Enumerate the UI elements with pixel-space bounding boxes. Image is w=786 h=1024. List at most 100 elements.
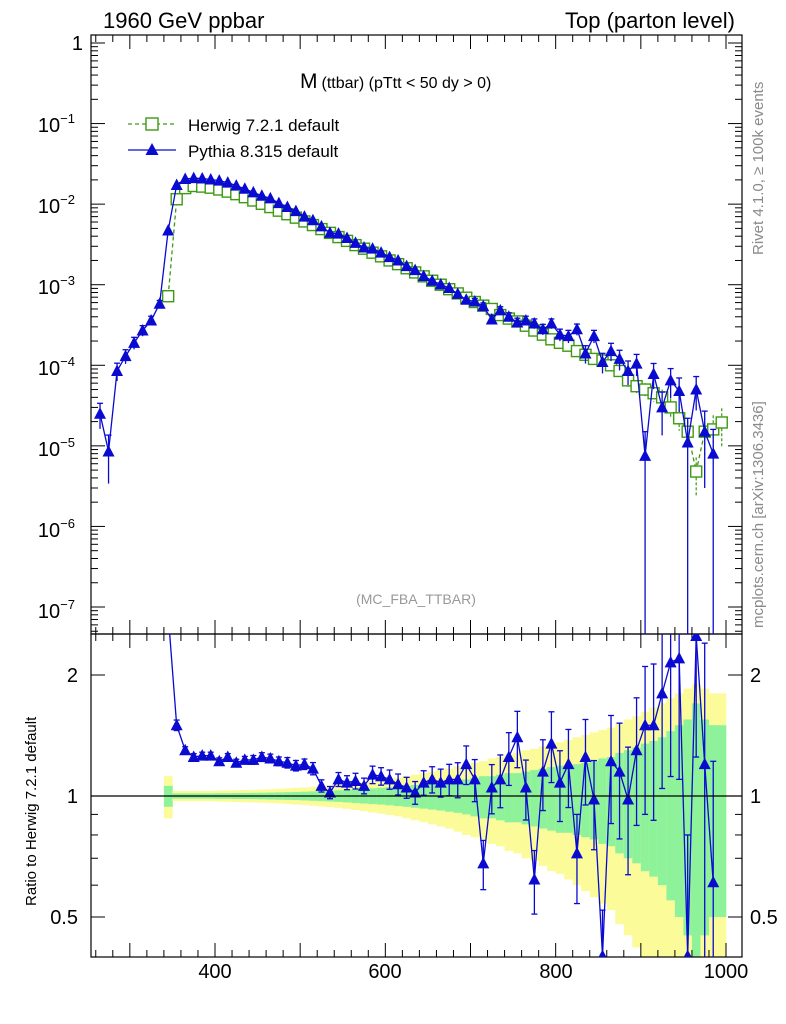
plot-title: M (ttbar) (pTtt < 50 dy > 0)	[300, 70, 491, 93]
pythia-point	[102, 445, 115, 457]
pythia-point	[383, 250, 396, 263]
ratio-point	[170, 718, 183, 731]
ratio-point	[392, 777, 405, 790]
pythia-point	[434, 277, 447, 290]
ratio-point	[375, 769, 388, 782]
main-axis-ticks	[91, 35, 742, 634]
pythia-point	[392, 253, 405, 266]
ratio-ytick-left-1: 1	[67, 786, 78, 808]
pythia-point	[494, 303, 507, 316]
band-inner-bin	[530, 770, 539, 827]
ratio-point	[477, 856, 490, 869]
band-inner-bin	[674, 725, 684, 917]
header-left-label: 1960 GeV ppbar	[103, 8, 264, 33]
ratio-ytick-right-1: 1	[750, 786, 761, 808]
ratio-point	[341, 776, 354, 788]
ratio-y-tick-labels: 2 1 0.5 2 1 0.5	[50, 665, 778, 929]
band-inner-bin	[572, 764, 582, 835]
ytick-label-1e-1: 10−1	[38, 111, 75, 137]
pythia-point	[358, 240, 371, 253]
pythia-point	[281, 200, 294, 213]
xtick-label-800: 800	[539, 961, 572, 983]
pythia-point	[562, 329, 575, 342]
ratio-point	[485, 780, 498, 793]
pythia-line	[99, 177, 714, 456]
rivet-version-label: Rivet 4.1.0, ≥ 100k events	[750, 82, 767, 255]
pythia-point	[698, 425, 711, 437]
ratio-point	[605, 754, 618, 767]
ratio-point	[204, 749, 217, 761]
ytick-label-1e-7: 10−7	[38, 597, 75, 623]
band-inner-bin	[666, 731, 676, 901]
pythia-point	[451, 287, 464, 299]
pythia-point	[536, 322, 549, 335]
ratio-point	[664, 655, 677, 668]
pythia-point	[111, 364, 124, 376]
pythia-point	[673, 384, 686, 396]
ratio-point	[213, 754, 226, 767]
legend-herwig-marker	[145, 117, 159, 131]
pythia-point	[477, 299, 490, 312]
band-inner-bin	[444, 781, 454, 812]
pythia-point	[545, 317, 558, 329]
ratio-point	[468, 772, 481, 785]
ratio-point	[622, 793, 635, 805]
ratio-point	[639, 718, 652, 731]
band-inner-bin	[717, 725, 727, 917]
ratio-point	[656, 686, 669, 699]
ratio-point	[306, 762, 319, 774]
pythia-point	[332, 227, 345, 239]
ratio-point	[494, 772, 507, 785]
ratio-point	[383, 772, 396, 785]
ytick-label-1e-5: 10−5	[38, 435, 75, 461]
herwig-point	[161, 290, 175, 303]
pythia-point	[170, 178, 183, 190]
ytick-label-1: 1	[72, 33, 83, 55]
pythia-point	[230, 179, 243, 191]
pythia-point	[656, 400, 669, 413]
ratio-ytick-left-0.5: 0.5	[50, 907, 78, 929]
ratio-point	[443, 772, 456, 785]
ratio-point	[315, 779, 328, 791]
pythia-point	[587, 329, 600, 342]
band-inner-bin	[547, 767, 556, 831]
ratio-point	[613, 765, 626, 777]
legend-pythia-label: Pythia 8.315 default	[188, 142, 339, 161]
main-plot-series	[94, 171, 728, 634]
pythia-point	[204, 173, 217, 185]
ratio-point	[272, 754, 285, 767]
band-inner-bin	[683, 719, 693, 936]
ratio-point	[707, 875, 720, 888]
legend-herwig-label: Herwig 7.2.1 default	[188, 116, 339, 135]
pythia-point	[622, 364, 635, 376]
ratio-point	[545, 737, 558, 749]
ratio-point	[698, 757, 711, 770]
ratio-point	[426, 772, 439, 785]
ratio-point	[187, 750, 200, 763]
pythia-point	[349, 236, 362, 248]
ratio-point	[221, 750, 234, 763]
pythia-point	[426, 274, 439, 286]
pythia-point	[707, 447, 720, 459]
ratio-point	[683, 949, 692, 957]
legend-pythia-marker	[145, 143, 159, 155]
ratio-point	[238, 753, 251, 765]
band-inner-bin	[657, 737, 667, 886]
pythia-point	[400, 259, 413, 272]
ratio-y-axis-label: Ratio to Herwig 7.2.1 default	[23, 716, 40, 906]
herwig-point	[672, 412, 686, 425]
ratio-point	[553, 776, 566, 788]
pythia-point	[272, 196, 285, 209]
ratio-point	[502, 750, 515, 763]
pythia-point	[553, 328, 566, 340]
pythia-point	[119, 349, 132, 362]
xtick-label-400: 400	[198, 961, 231, 983]
ratio-point	[579, 750, 592, 763]
pythia-point	[485, 313, 498, 325]
herwig-point	[170, 193, 183, 206]
legend: Herwig 7.2.1 default Pythia 8.315 defaul…	[128, 116, 339, 161]
pythia-point	[94, 407, 107, 419]
ratio-point	[460, 757, 473, 770]
pythia-point	[630, 357, 643, 369]
pythia-point	[221, 176, 234, 188]
